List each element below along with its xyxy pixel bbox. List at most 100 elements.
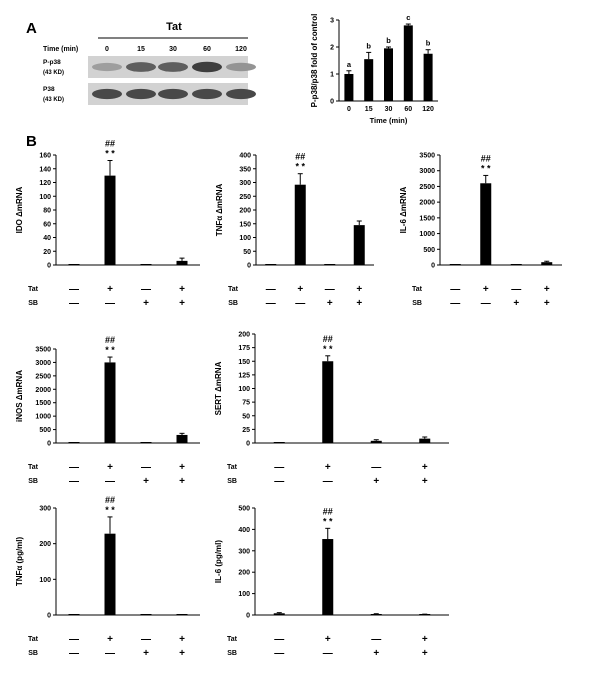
y-tick-label: 500 [238,506,250,513]
blot-time-tick: 60 [203,46,211,53]
asterisk-mark: * * [323,344,333,354]
y-tick-label: 0 [247,263,251,270]
sb-symbol: + [143,648,149,659]
y-tick-label: 100 [238,386,250,393]
blot-time-tick: 30 [169,46,177,53]
y-tick-label: 2000 [419,200,435,207]
sb-symbol: — [295,298,305,309]
y-tick-label: 100 [39,194,51,201]
y-tick-label: 0 [47,263,51,270]
sb-symbol: — [69,298,79,309]
y-tick-label: 200 [238,332,250,339]
y-tick-label: 2 [330,45,334,52]
blot-band [158,88,188,100]
y-tick-label: 175 [238,345,250,352]
sb-row-label: SB [28,650,38,657]
blot-header-tat: Tat [166,21,182,33]
y-tick-label: 3 [330,18,334,25]
tat-symbol: — [371,462,381,473]
y-tick-label: 0 [47,441,51,448]
y-tick-label: 150 [239,221,251,228]
hash-mark: ## [323,334,333,344]
bar [423,53,433,101]
bar [324,264,336,265]
bar [541,262,553,265]
tat-symbol: + [544,284,550,295]
sb-row-label: SB [412,300,422,307]
bar [510,264,522,265]
blot-row-label: P38 [43,86,55,93]
tat-row-label: Tat [228,286,239,293]
tat-symbol: + [179,284,185,295]
bar [140,264,152,265]
y-axis-label: TNFα ΔmRNA [215,183,224,236]
bar [140,442,152,443]
sb-symbol: — [323,476,333,487]
blot-band [126,88,156,100]
y-tick-label: 500 [39,427,51,434]
blot-band [226,62,256,72]
tat-symbol: + [325,634,331,645]
sb-symbol: + [373,648,379,659]
hash-mark: ## [481,153,491,163]
tat-symbol: + [179,634,185,645]
y-tick-label: 140 [39,166,51,173]
y-tick-label: 1000 [35,414,51,421]
tat-symbol: + [297,284,303,295]
y-tick-label: 250 [239,194,251,201]
sb-symbol: + [143,298,149,309]
sb-symbol: + [373,476,379,487]
bar [403,25,413,101]
sb-symbol: + [179,648,185,659]
significance-letter: b [366,41,371,50]
y-tick-label: 20 [43,249,51,256]
sb-symbol: — [105,476,115,487]
x-tick-label: 0 [347,106,351,113]
blot-band [192,88,222,100]
sb-symbol: — [274,648,284,659]
tat-symbol: + [422,462,428,473]
sb-symbol: + [422,648,428,659]
sb-row-label: SB [28,300,38,307]
y-tick-label: 50 [243,249,251,256]
y-tick-label: 2500 [35,373,51,380]
bar [68,614,80,615]
y-axis-label: SERT ΔmRNA [214,361,223,415]
blot-time-label: Time (min) [43,46,78,53]
tat-symbol: — [325,284,335,295]
y-tick-label: 0 [431,263,435,270]
asterisk-mark: * * [105,345,115,355]
blot-band [192,61,222,73]
asterisk-mark: * * [323,516,333,526]
y-tick-label: 400 [239,153,251,160]
tat-symbol: — [69,634,79,645]
y-tick-label: 1000 [419,231,435,238]
tat-symbol: — [141,462,151,473]
panel-a-label: A [26,20,37,37]
sb-symbol: + [143,476,149,487]
bar [104,175,116,265]
tat-symbol: + [107,634,113,645]
y-tick-label: 1500 [419,215,435,222]
y-tick-label: 75 [242,400,250,407]
significance-letter: b [386,36,391,45]
blot-row-sub: (43 KD) [43,97,64,103]
blot-time-tick: 0 [105,46,109,53]
y-tick-label: 100 [239,235,251,242]
sb-row-label: SB [28,478,38,485]
bar [273,442,285,443]
hash-mark: ## [105,495,115,505]
y-axis-label: P-p38/p38 fold of control [310,14,319,108]
sb-symbol: — [69,648,79,659]
y-axis-label: IL-6 (pg/ml) [214,540,223,583]
y-tick-label: 100 [238,591,250,598]
y-tick-label: 0 [246,441,250,448]
significance-letter: b [426,39,431,48]
significance-letter: a [347,60,352,69]
tat-symbol: + [107,284,113,295]
y-axis-label: IL-6 ΔmRNA [399,186,408,233]
y-tick-label: 160 [39,153,51,160]
sb-symbol: + [513,298,519,309]
tat-row-label: Tat [28,636,39,643]
blot-row-sub: (43 KD) [43,70,64,76]
